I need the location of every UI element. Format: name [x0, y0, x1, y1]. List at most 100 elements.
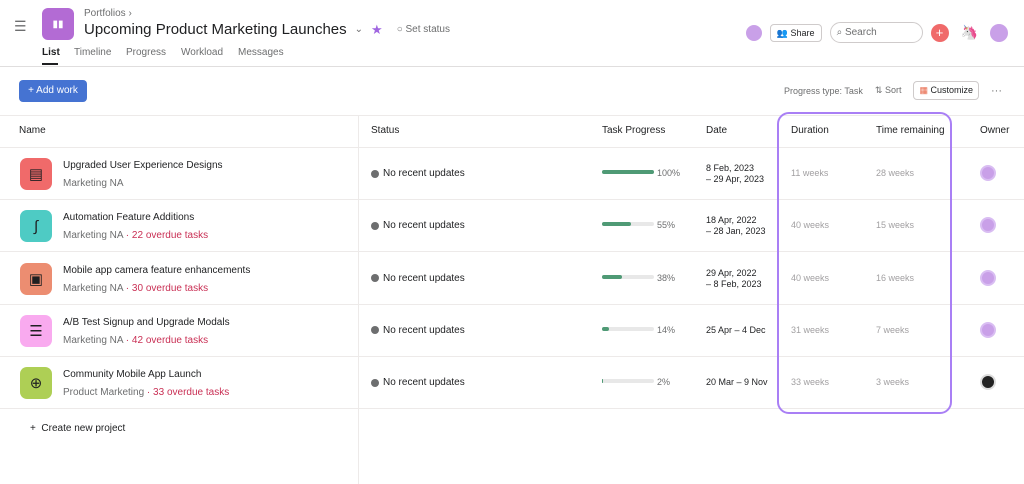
- owner-avatar[interactable]: [980, 321, 996, 338]
- breadcrumb-portfolios[interactable]: Portfolios: [84, 8, 126, 19]
- date-range[interactable]: 18 Apr, 2022 – 28 Jan, 2023: [706, 215, 766, 237]
- status-text: No recent updates: [383, 168, 465, 179]
- column-owner[interactable]: Owner: [980, 125, 1010, 136]
- progress-fill: [602, 326, 610, 331]
- search-input[interactable]: ⌕ Search: [829, 22, 923, 43]
- duration: 11 weeks: [791, 168, 829, 178]
- create-project-button[interactable]: + Create new project: [30, 423, 126, 434]
- project-name[interactable]: A/B Test Signup and Upgrade Modals: [63, 316, 230, 328]
- progress-type-button[interactable]: Progress type: Task: [784, 85, 863, 96]
- status-dot-icon: [371, 169, 379, 178]
- overdue-tasks[interactable]: · 30 overdue tasks: [123, 282, 209, 294]
- set-status-button[interactable]: ○ Set status: [396, 24, 450, 35]
- project-team: Marketing NA: [63, 178, 124, 189]
- status-text: No recent updates: [383, 324, 465, 336]
- breadcrumb[interactable]: Portfolios ›: [84, 8, 132, 19]
- table-row[interactable]: ∫ Automation Feature Additions Marketing…: [0, 200, 1024, 253]
- tab-messages[interactable]: Messages: [238, 47, 284, 58]
- more-options-button[interactable]: ···: [991, 84, 1002, 97]
- status-cell[interactable]: No recent updates: [371, 325, 465, 336]
- star-icon[interactable]: ★: [371, 21, 383, 37]
- project-name[interactable]: Upgraded User Experience Designs: [63, 160, 223, 171]
- add-work-button[interactable]: + Add work: [19, 80, 87, 102]
- owner-avatar[interactable]: [980, 217, 996, 234]
- owner-avatar[interactable]: [980, 269, 996, 286]
- date-start: 29 Apr, 2022: [706, 267, 757, 278]
- progress-bar: [602, 379, 654, 384]
- column-divider: [358, 115, 359, 484]
- column-duration[interactable]: Duration: [791, 125, 829, 136]
- celebration-icon: 🦄: [960, 24, 978, 40]
- progress-fill: [602, 379, 604, 384]
- table-row[interactable]: ⊕ Community Mobile App Launch Product Ma…: [0, 357, 1024, 410]
- status-text: No recent updates: [383, 272, 465, 284]
- tab-timeline[interactable]: Timeline: [74, 47, 112, 58]
- chevron-down-icon[interactable]: ⌄: [354, 24, 364, 35]
- portfolio-icon: ▮▮: [42, 8, 74, 40]
- date-range[interactable]: 25 Apr – 4 Dec: [706, 325, 766, 336]
- date-range[interactable]: 29 Apr, 2022 – 8 Feb, 2023: [706, 268, 762, 290]
- customize-button[interactable]: ▦ Customize: [913, 81, 979, 100]
- project-name[interactable]: Automation Feature Additions: [63, 212, 195, 224]
- owner-avatar[interactable]: [980, 165, 996, 181]
- table-row[interactable]: ☰ A/B Test Signup and Upgrade Modals Mar…: [0, 305, 1024, 357]
- progress-percent: 38%: [657, 272, 676, 283]
- view-toolbar: Progress type: Task ⇅ Sort ▦ Customize ·…: [784, 81, 1002, 100]
- progress-bar: [602, 222, 654, 227]
- progress-fill: [602, 222, 631, 227]
- project-subtitle: Marketing NA · 42 overdue tasks: [63, 335, 208, 346]
- status-cell[interactable]: No recent updates: [371, 377, 465, 388]
- column-date[interactable]: Date: [706, 125, 728, 136]
- date-start: 8 Feb, 2023: [706, 163, 755, 173]
- tab-workload[interactable]: Workload: [181, 47, 224, 58]
- progress-percent: 2%: [657, 377, 671, 388]
- status-cell[interactable]: No recent updates: [371, 273, 465, 284]
- duration: 40 weeks: [791, 220, 830, 231]
- sort-button[interactable]: ⇅ Sort: [875, 85, 902, 96]
- duration: 31 weeks: [791, 324, 830, 335]
- header-bottom-border: [0, 147, 1024, 148]
- tab-list[interactable]: List: [42, 47, 60, 58]
- duration: 33 weeks: [791, 377, 830, 388]
- customize-icon: ▦: [919, 85, 928, 95]
- column-task-progress[interactable]: Task Progress: [602, 125, 666, 136]
- tab-progress[interactable]: Progress: [126, 47, 167, 58]
- time-remaining: 15 weeks: [876, 220, 915, 231]
- time-remaining: 7 weeks: [876, 324, 910, 335]
- create-project-label: Create new project: [41, 423, 126, 434]
- date-start: 25 Apr – 4 Dec: [706, 324, 766, 335]
- project-name[interactable]: Community Mobile App Launch: [63, 369, 202, 381]
- table-row[interactable]: ▤ Upgraded User Experience Designs Marke…: [0, 148, 1024, 200]
- date-range[interactable]: 8 Feb, 2023 – 29 Apr, 2023: [706, 163, 764, 185]
- overdue-tasks[interactable]: · 42 overdue tasks: [123, 334, 209, 346]
- project-team: Marketing NA: [63, 282, 124, 294]
- status-dot-icon: [371, 221, 379, 230]
- time-remaining: 16 weeks: [876, 272, 915, 283]
- column-status[interactable]: Status: [371, 125, 400, 136]
- column-name[interactable]: Name: [19, 125, 46, 136]
- globe-icon: ⊕: [20, 367, 52, 400]
- avatar[interactable]: [745, 24, 762, 41]
- overdue-tasks[interactable]: · 33 overdue tasks: [144, 387, 230, 399]
- project-subtitle: Marketing NA · 22 overdue tasks: [63, 230, 208, 241]
- project-team: Marketing NA: [63, 334, 124, 346]
- user-avatar[interactable]: [990, 23, 1008, 42]
- overdue-tasks[interactable]: · 22 overdue tasks: [123, 230, 209, 242]
- add-button[interactable]: +: [930, 23, 949, 42]
- status-dot-icon: [371, 326, 379, 335]
- share-button[interactable]: 👥 Share: [769, 23, 822, 42]
- project-subtitle: Product Marketing · 33 overdue tasks: [63, 387, 229, 398]
- owner-avatar[interactable]: [980, 374, 996, 391]
- date-start: 18 Apr, 2022: [706, 215, 757, 226]
- project-name[interactable]: Mobile app camera feature enhancements: [63, 264, 251, 276]
- sort-label: Sort: [884, 85, 902, 95]
- menu-icon[interactable]: ☰: [14, 18, 27, 34]
- date-range[interactable]: 20 Mar – 9 Nov: [706, 377, 768, 388]
- status-cell[interactable]: No recent updates: [371, 168, 465, 179]
- duration: 40 weeks: [791, 272, 830, 283]
- project-subtitle: Marketing NA · 30 overdue tasks: [63, 283, 208, 294]
- status-cell[interactable]: No recent updates: [371, 220, 465, 231]
- column-time-remaining[interactable]: Time remaining: [876, 125, 945, 136]
- table-row[interactable]: ▣ Mobile app camera feature enhancements…: [0, 253, 1024, 305]
- date-end: – 28 Jan, 2023: [706, 226, 766, 237]
